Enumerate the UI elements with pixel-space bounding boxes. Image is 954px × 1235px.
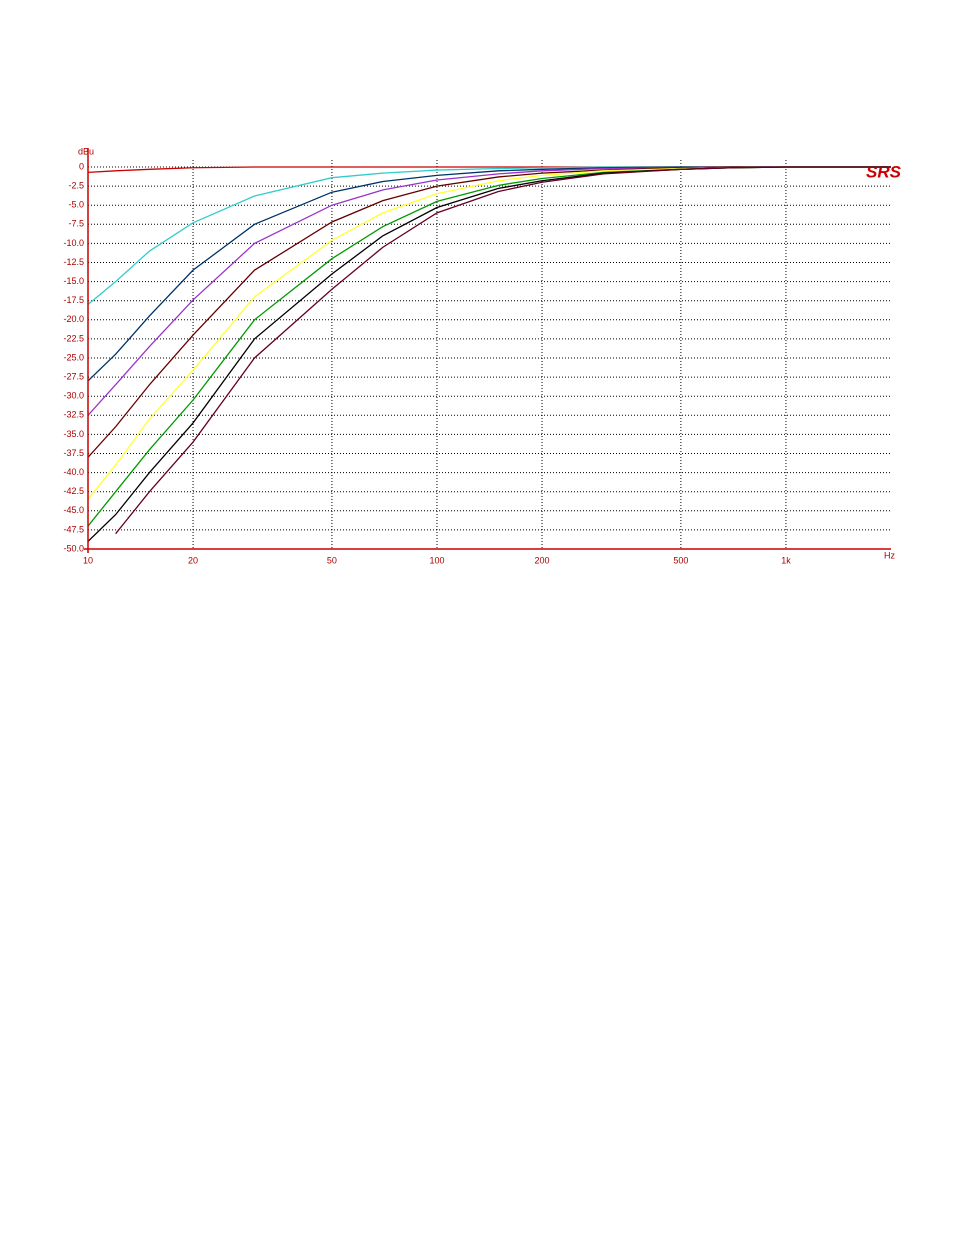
y-tick-label: -5.0 — [68, 200, 84, 210]
x-tick-label: 1k — [781, 555, 791, 565]
y-tick-label: -30.0 — [63, 391, 84, 401]
x-tick-label: 100 — [429, 555, 444, 565]
y-tick-label: -7.5 — [68, 219, 84, 229]
y-tick-label: -42.5 — [63, 486, 84, 496]
y-tick-label: 0 — [79, 161, 84, 171]
curve — [115, 166, 891, 535]
curve — [88, 166, 891, 458]
y-tick-label: -12.5 — [63, 257, 84, 267]
y-tick-label: -47.5 — [63, 524, 84, 534]
y-tick-label: -10.0 — [63, 238, 84, 248]
y-tick-label: -17.5 — [63, 295, 84, 305]
x-tick-label: 200 — [535, 555, 550, 565]
y-tick-label: -25.0 — [63, 352, 84, 362]
y-tick-label: -50.0 — [63, 543, 84, 553]
x-tick-label: 10 — [83, 555, 93, 565]
logo: SRS — [866, 162, 902, 181]
y-tick-label: -27.5 — [63, 371, 84, 381]
y-axis-label: dBu — [78, 146, 94, 156]
x-tick-label: 500 — [673, 555, 688, 565]
x-tick-label: 20 — [188, 555, 198, 565]
y-tick-label: -37.5 — [63, 448, 84, 458]
y-tick-label: -20.0 — [63, 314, 84, 324]
x-axis-label: Hz — [884, 550, 895, 560]
y-tick-label: -40.0 — [63, 467, 84, 477]
y-tick-label: -15.0 — [63, 276, 84, 286]
y-tick-label: -22.5 — [63, 333, 84, 343]
y-tick-label: -45.0 — [63, 505, 84, 515]
x-tick-label: 50 — [327, 555, 337, 565]
y-tick-label: -2.5 — [68, 180, 84, 190]
y-tick-label: -35.0 — [63, 429, 84, 439]
y-tick-label: -32.5 — [63, 410, 84, 420]
